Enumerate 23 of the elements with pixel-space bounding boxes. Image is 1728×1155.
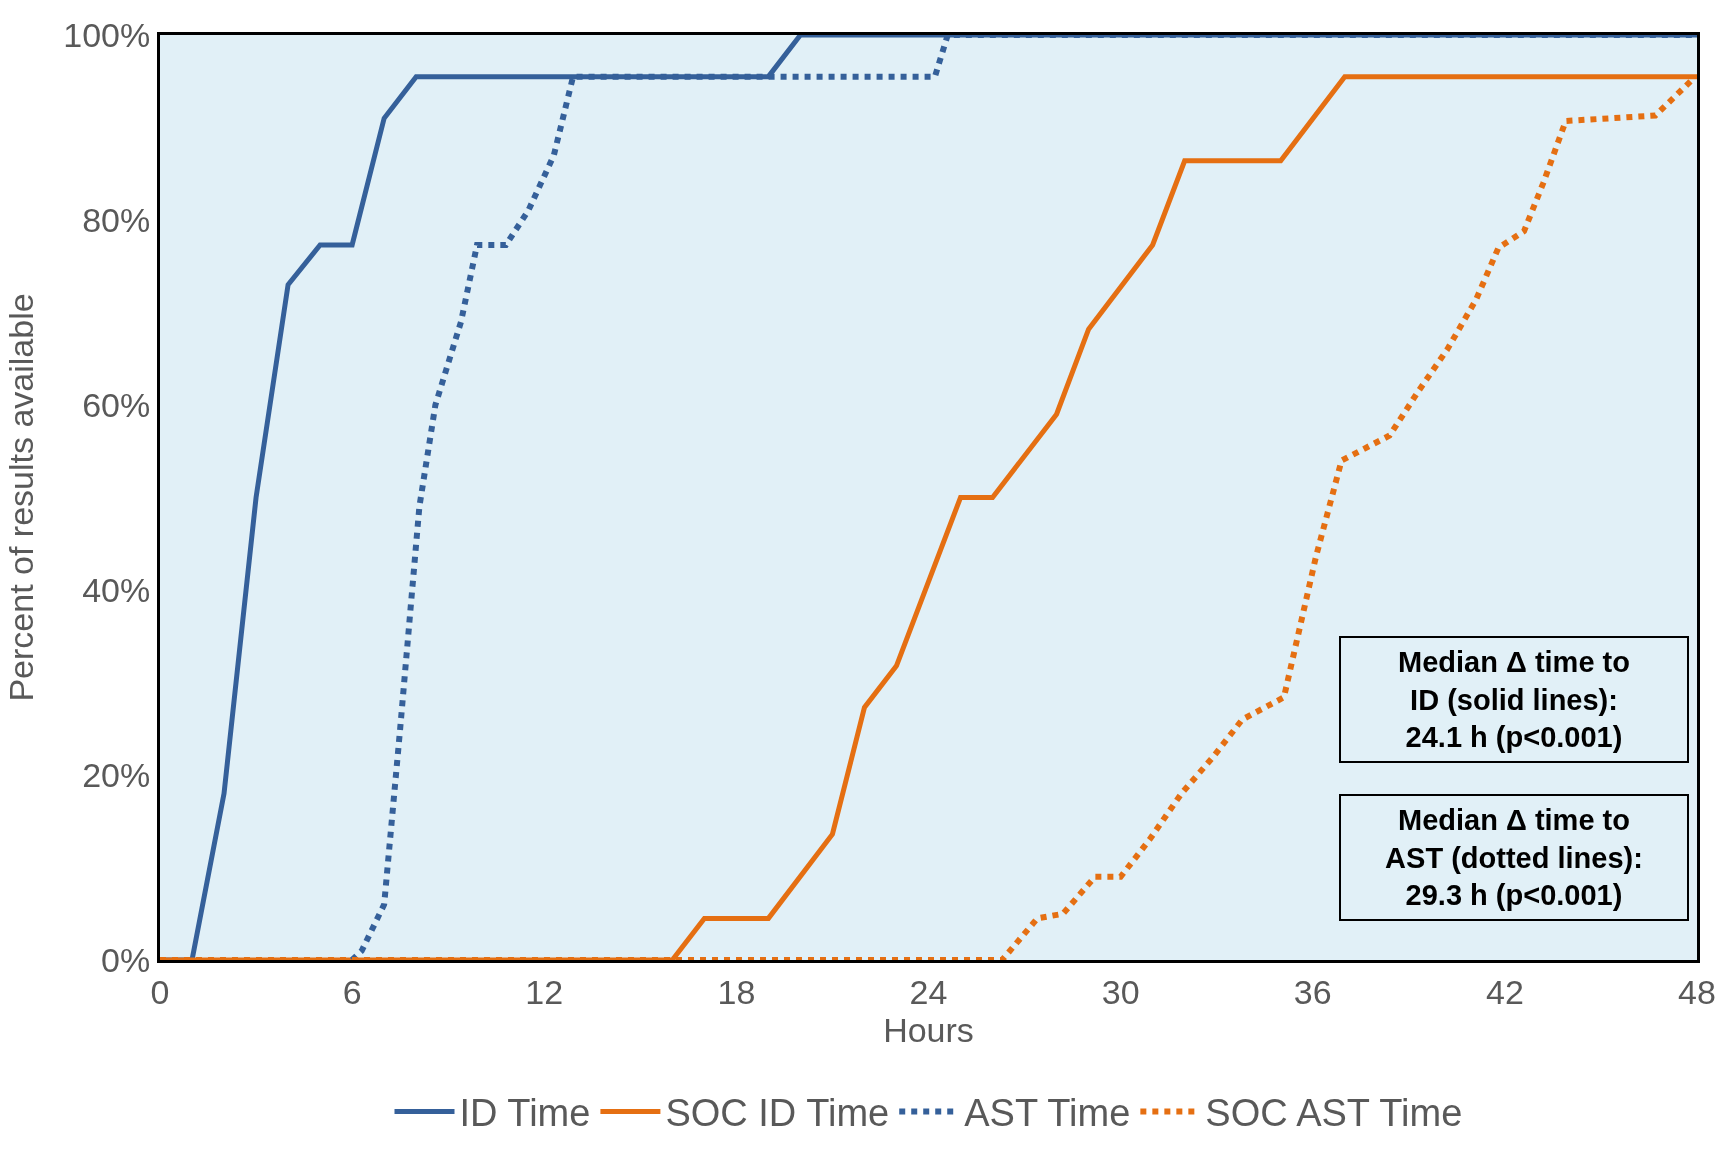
annotation: Median Δ time to ID (solid lines): 24.1 h (p<0.001) <box>1398 646 1630 754</box>
x-axis-title: Hours <box>883 1010 974 1049</box>
legend-label: AST Time <box>964 1092 1131 1135</box>
y-tick-label: 20% <box>82 755 151 794</box>
y-tick-label: 0% <box>101 940 151 979</box>
legend-label: SOC ID Time <box>665 1092 890 1135</box>
x-tick-label: 0 <box>150 972 170 1011</box>
legend-label: SOC AST Time <box>1205 1092 1463 1135</box>
x-tick-label: 36 <box>1293 972 1332 1011</box>
legend-label: ID Time <box>459 1092 591 1135</box>
annotation: Median Δ time to AST (dotted lines): 29.3 h (p<0.001) <box>1385 804 1643 912</box>
y-tick-label: 100% <box>63 15 151 54</box>
x-tick-label: 18 <box>717 972 756 1011</box>
x-tick-label: 48 <box>1678 972 1716 1011</box>
x-tick-label: 24 <box>909 972 948 1011</box>
x-tick-label: 30 <box>1101 972 1140 1011</box>
y-axis-title: Percent of results available <box>1 293 40 702</box>
x-tick-label: 12 <box>525 972 564 1011</box>
y-tick-label: 60% <box>82 385 151 424</box>
x-tick-label: 6 <box>342 972 362 1011</box>
x-tick-label: 42 <box>1485 972 1524 1011</box>
y-tick-label: 80% <box>82 200 151 239</box>
y-tick-label: 40% <box>82 570 151 609</box>
